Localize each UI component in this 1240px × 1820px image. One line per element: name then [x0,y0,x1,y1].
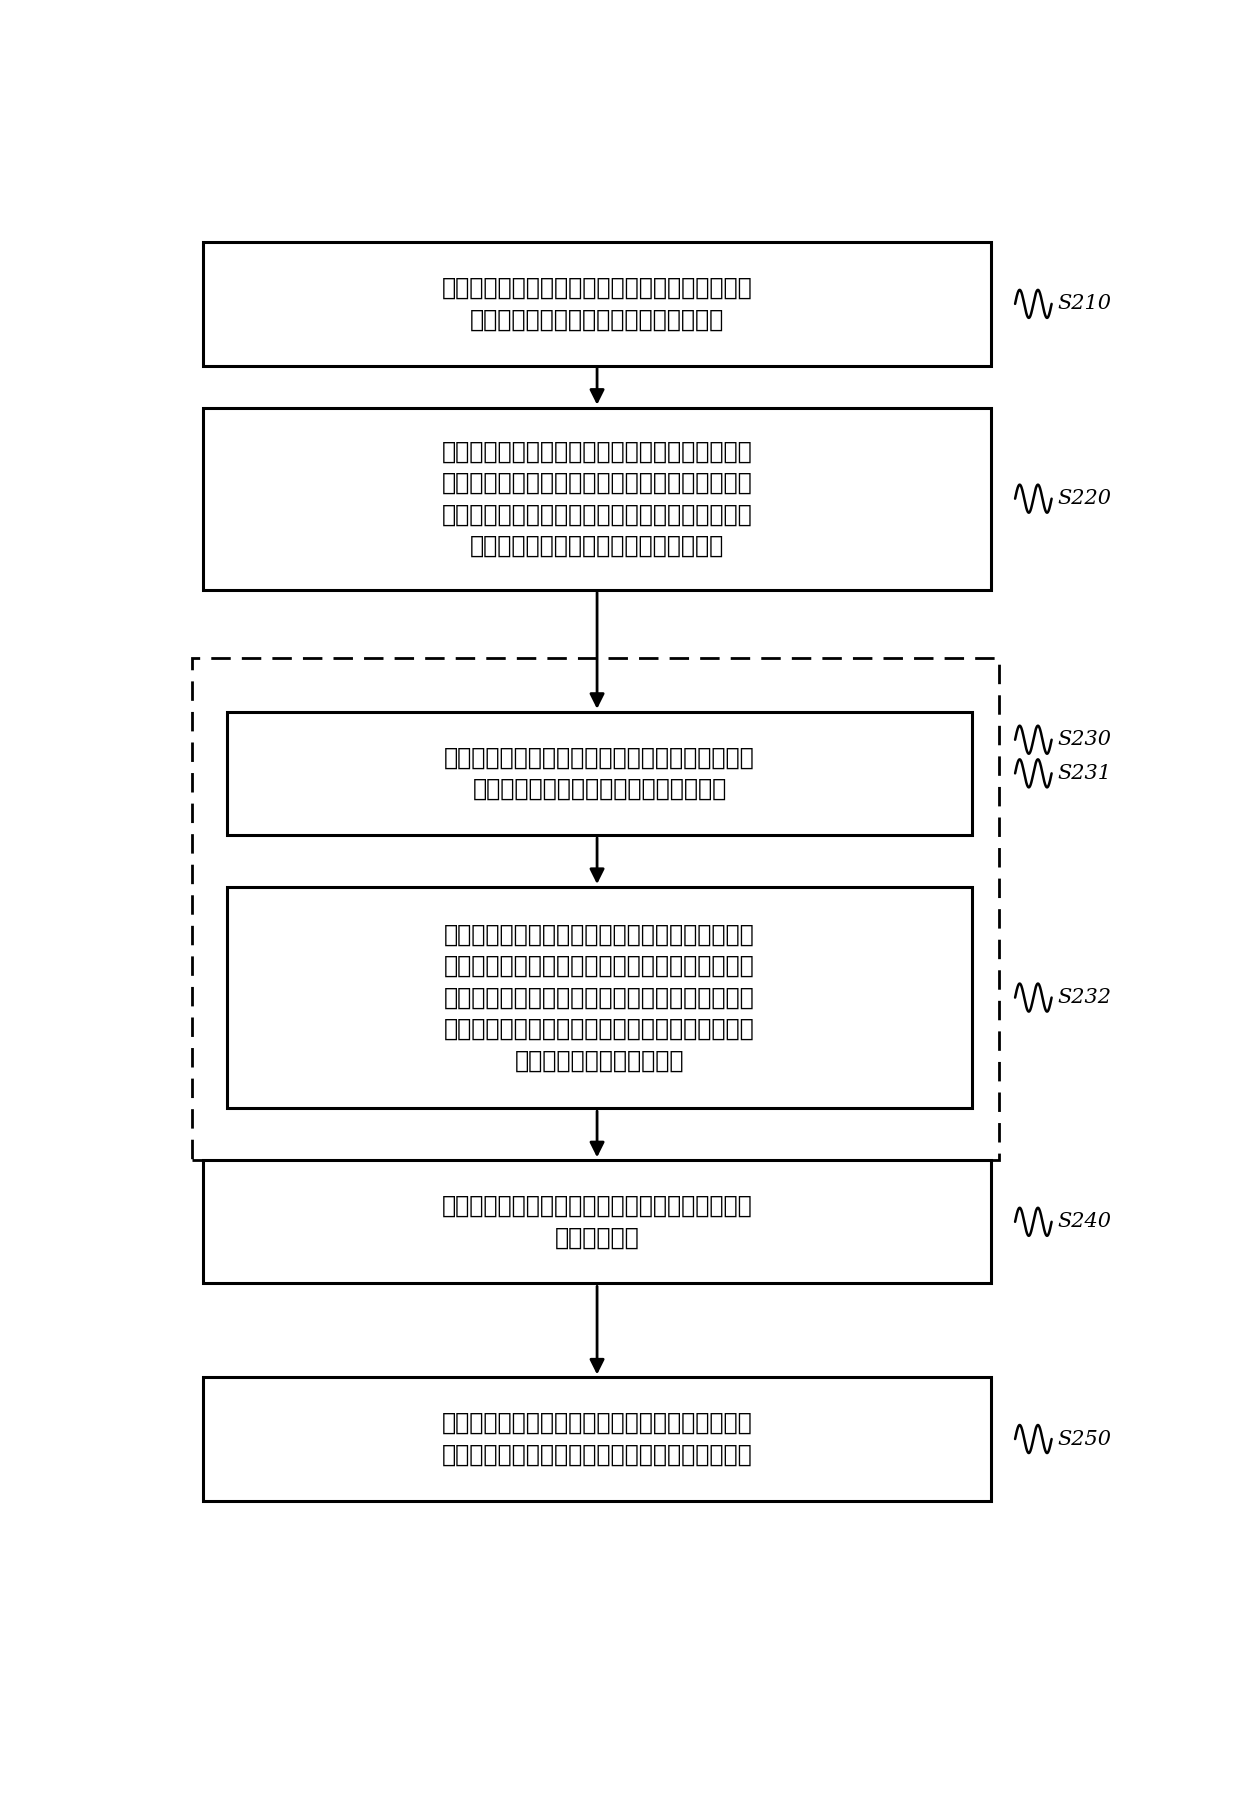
Text: S231: S231 [1058,764,1111,783]
Text: 获取待规约计算的多维张量，以及与多维张量的对
应的待规约维度信息和非待规约维度信息: 获取待规约计算的多维张量，以及与多维张量的对 应的待规约维度信息和非待规约维度信… [441,277,753,331]
Text: S210: S210 [1058,295,1111,313]
Bar [203,408,991,590]
Bar [191,659,998,1159]
Text: S220: S220 [1058,490,1111,508]
Bar [203,1378,991,1502]
Text: S250: S250 [1058,1429,1111,1449]
Text: S240: S240 [1058,1212,1111,1232]
Text: 根据待规约维度信息和规约维度信息，对多维张量
的维度信息进行预处理，并根据预处理结果将多维
张量调整为二维张量形式；其中，二维张量的高维
度为待规约维度，低维度: 根据待规约维度信息和规约维度信息，对多维张量 的维度信息进行预处理，并根据预处理… [441,439,753,559]
Bar [203,242,991,366]
Bar [227,886,972,1108]
Text: S230: S230 [1058,730,1111,750]
Bar [203,1159,991,1283]
Text: 将各个硬件计算单元得到的规约计算子区域向量进
行顺序组合，得到与多维张量对应的规约计算结果: 将各个硬件计算单元得到的规约计算子区域向量进 行顺序组合，得到与多维张量对应的规… [441,1410,753,1467]
Bar [227,712,972,835]
Text: 将二维张量变换为多个等长输入向量，其中，所述
等长输入向量的数量为二维张量高维度值: 将二维张量变换为多个等长输入向量，其中，所述 等长输入向量的数量为二维张量高维度… [444,746,755,801]
Text: S232: S232 [1058,988,1111,1006]
Text: 获取硬件计算单元的可用数量，以及等长输入向量
的元素数量，并根据所述元素数量和所述可用数量
的商值，对多个等长输入向量进行平均数据区域划
分，其中，每个数据区域: 获取硬件计算单元的可用数量，以及等长输入向量 的元素数量，并根据所述元素数量和所… [444,923,755,1072]
Text: 分别调用多个硬件计算单元并行地对每块数据区域
进行规约计算: 分别调用多个硬件计算单元并行地对每块数据区域 进行规约计算 [441,1194,753,1250]
